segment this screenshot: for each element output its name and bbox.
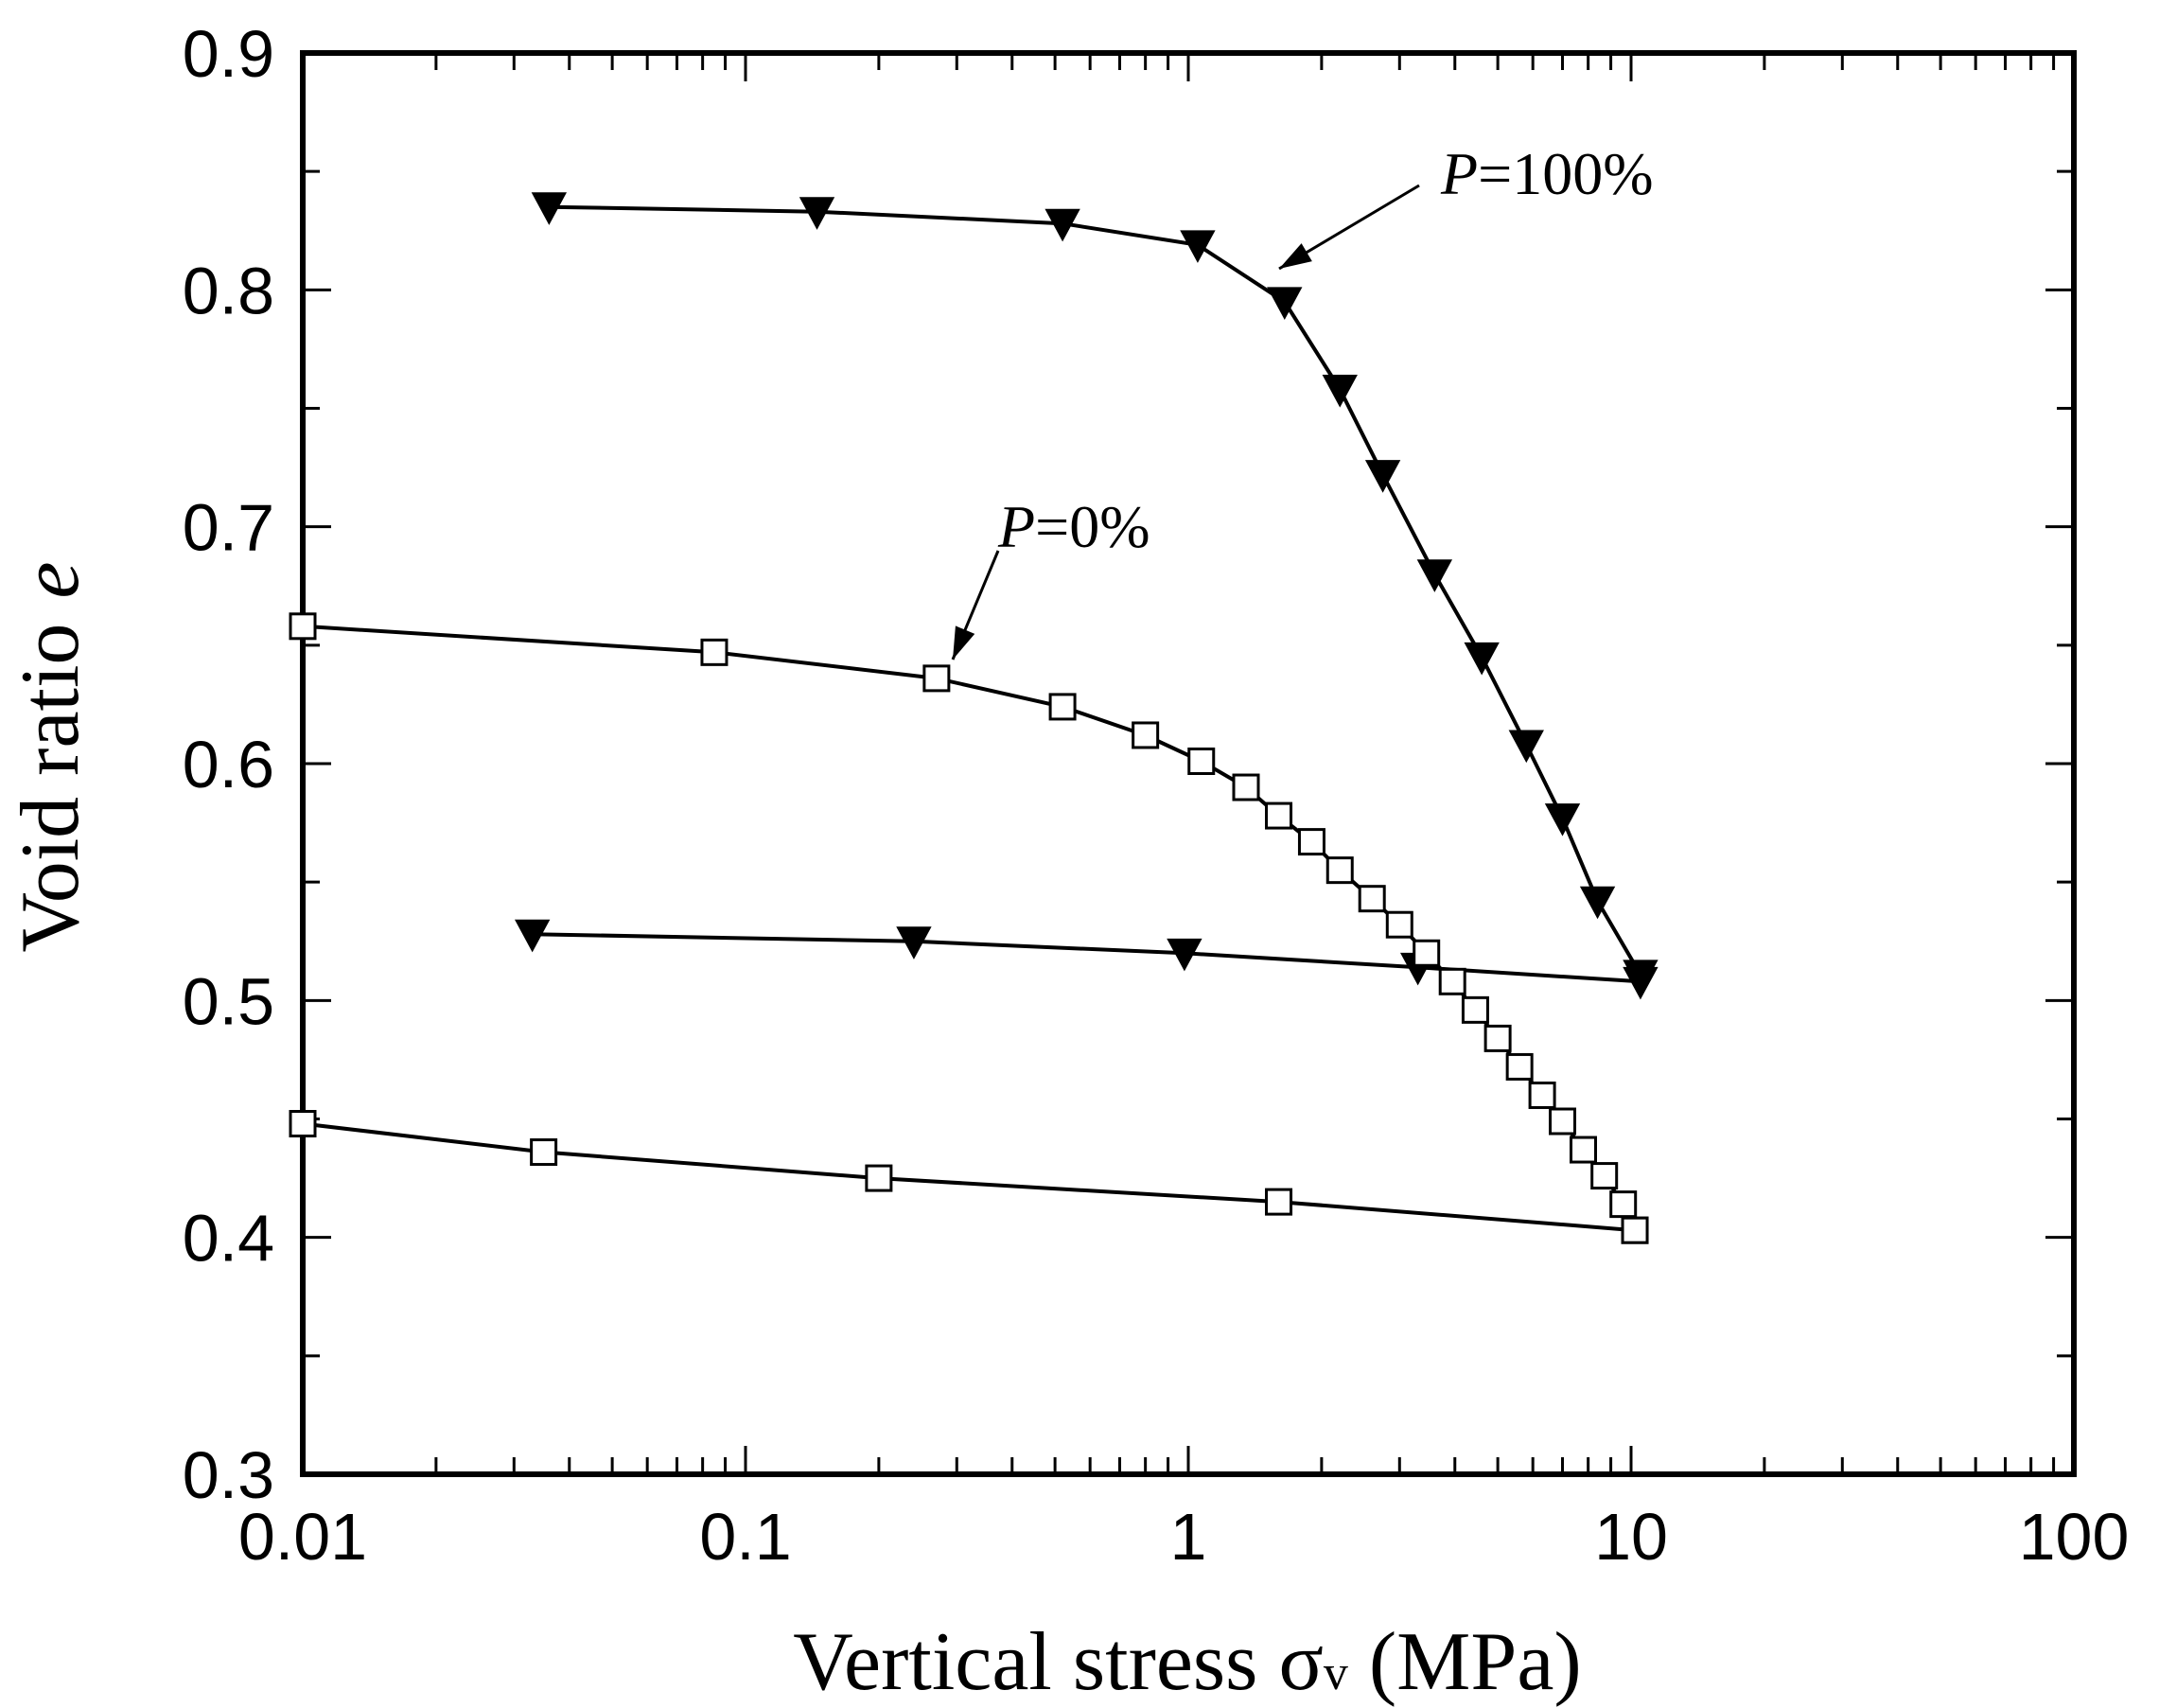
data-point-square [1232,773,1260,801]
data-point-triangle [1623,966,1659,1000]
data-point-triangle [1464,642,1500,676]
data-point-square [865,1164,893,1192]
x-axis-title-main: Vertical stress [793,1616,1278,1708]
data-point-square [1505,1052,1534,1081]
data-point-square [1438,967,1466,995]
data-point-triangle [1267,287,1303,320]
data-point-square [289,612,317,641]
data-point-square [1590,1162,1619,1190]
annotation-p0-arrowhead [953,625,975,660]
x-axis-title-unit: (MPa) [1348,1616,1582,1708]
data-point-square [1265,1188,1293,1216]
annotation-p100-text: =100% [1478,140,1653,207]
data-point-square [1549,1107,1577,1136]
series-line [302,1121,1636,1233]
data-point-square [1132,721,1160,749]
data-point-square [1528,1081,1556,1109]
annotation-p100-arrowhead [1279,243,1312,269]
data-point-triangle [514,919,551,953]
data-point-square [1265,801,1293,830]
series-line [549,204,1642,976]
x-axis-title: Vertical stress σv (MPa) [793,1616,1581,1708]
data-point-square [1048,693,1077,721]
x-tick-labels: 0.01 0.1 1 10 100 [238,1500,2130,1574]
y-tick-labels: 0.3 0.4 0.5 0.6 0.7 0.8 0.9 [183,17,274,1512]
y-tick-label: 0.5 [183,964,274,1038]
series-line [302,624,1637,1232]
x-tick-label: 0.1 [699,1500,791,1574]
x-tick-label: 100 [2019,1500,2130,1574]
data-point-triangle [1180,230,1216,263]
x-axis-title-sub: v [1324,1646,1348,1700]
y-tick-label: 0.7 [183,491,274,565]
annotation-p0-label: P=0% [997,493,1150,560]
data-point-square [1621,1216,1649,1244]
x-tick-label: 0.01 [238,1500,367,1574]
x-tick-label: 1 [1170,1500,1207,1574]
annotation-p0: P=0% [951,493,1150,660]
annotation-p100-label: P=100% [1440,140,1654,207]
annotation-p0-var: P [997,493,1035,560]
data-point-triangle [1167,938,1202,972]
data-point-triangle [1416,559,1453,592]
data-point-triangle [1322,375,1358,408]
y-axis-title-var: e [5,562,97,599]
data-point-square [700,638,728,666]
axis-ticks [303,53,2074,1474]
y-tick-label: 0.6 [183,728,274,801]
y-tick-label: 0.4 [183,1202,274,1276]
data-point-square [1483,1024,1512,1052]
data-point-square [1358,885,1386,913]
data-point-square [922,664,951,693]
data-point-triangle [1044,208,1080,242]
data-point-square [1413,939,1441,967]
annotation-p100-var: P [1440,140,1478,207]
data-point-triangle [1579,886,1616,920]
series-lines [302,204,1642,1233]
data-point-square [289,1110,317,1138]
data-point-square [1297,828,1325,856]
data-point-square [1187,747,1216,775]
data-point-square [1385,910,1413,939]
y-axis-title-main: Void ratio [5,624,97,953]
y-tick-label: 0.8 [183,254,274,327]
x-axis-title-symbol: σ [1278,1616,1323,1708]
data-point-square [1325,856,1354,885]
data-point-square [1570,1136,1598,1164]
y-tick-label: 0.3 [183,1438,274,1512]
data-markers [289,192,1659,1244]
y-tick-label: 0.9 [183,17,274,91]
annotation-p0-text: =0% [1035,493,1150,560]
data-point-triangle [799,197,835,230]
data-point-triangle [896,926,932,960]
data-point-triangle [1544,803,1581,836]
data-point-square [1461,995,1489,1024]
annotation-p100: P=100% [1278,140,1654,271]
x-tick-label: 10 [1594,1500,1668,1574]
data-point-square [1609,1190,1638,1219]
y-axis-title: Void ratio e [5,562,97,953]
data-point-square [530,1138,558,1167]
data-point-triangle [531,192,568,225]
data-point-triangle [1364,460,1401,493]
series-line [532,932,1641,984]
data-point-triangle [1508,730,1544,764]
